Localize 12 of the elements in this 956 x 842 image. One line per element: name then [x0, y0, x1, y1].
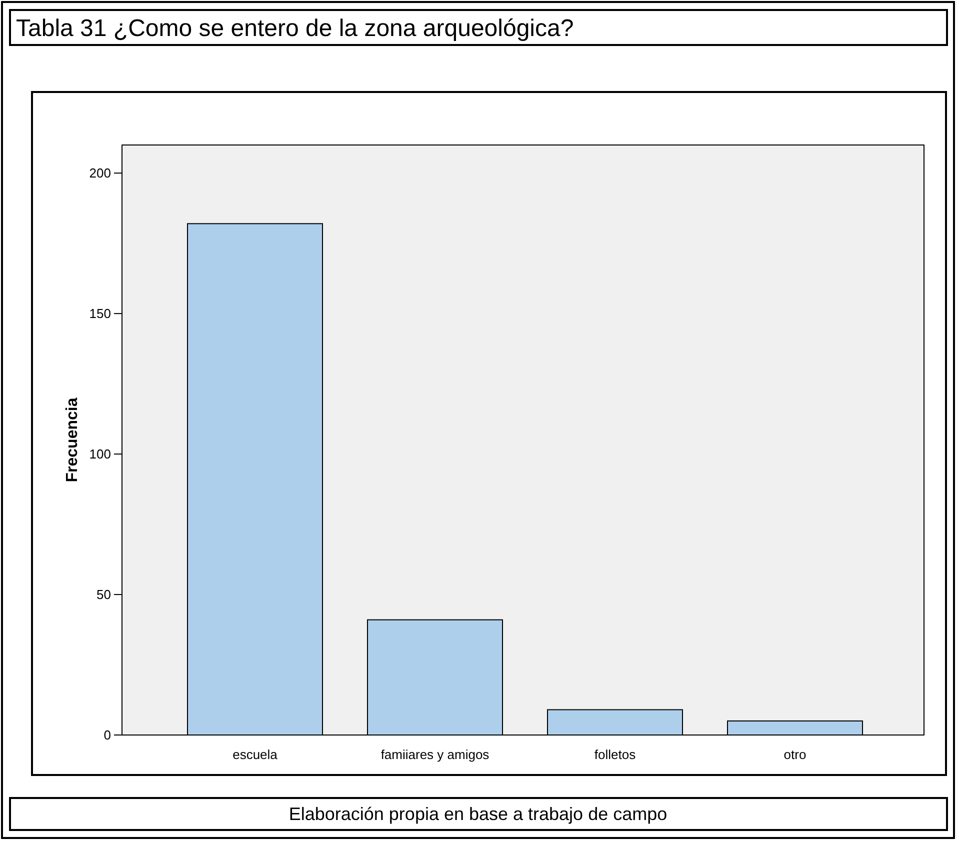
y-tick-label: 0	[104, 728, 111, 743]
x-tick-label: folletos	[594, 747, 636, 762]
y-tick-label: 100	[89, 446, 111, 462]
y-tick-label: 150	[89, 306, 111, 322]
x-tick-label: otro	[784, 747, 806, 762]
y-tick-label: 50	[96, 587, 111, 602]
y-tick-label: 200	[89, 166, 111, 181]
x-tick-label: famiiares y amigos	[380, 747, 490, 762]
x-tick-label: escuela	[232, 747, 278, 762]
y-axis-title: Frecuencia	[64, 398, 81, 482]
chart-title: Tabla 31 ¿Como se entero de la zona arqueológica?	[16, 15, 574, 42]
text: Elaboración propia en base a trabajo de campo	[288, 804, 668, 824]
